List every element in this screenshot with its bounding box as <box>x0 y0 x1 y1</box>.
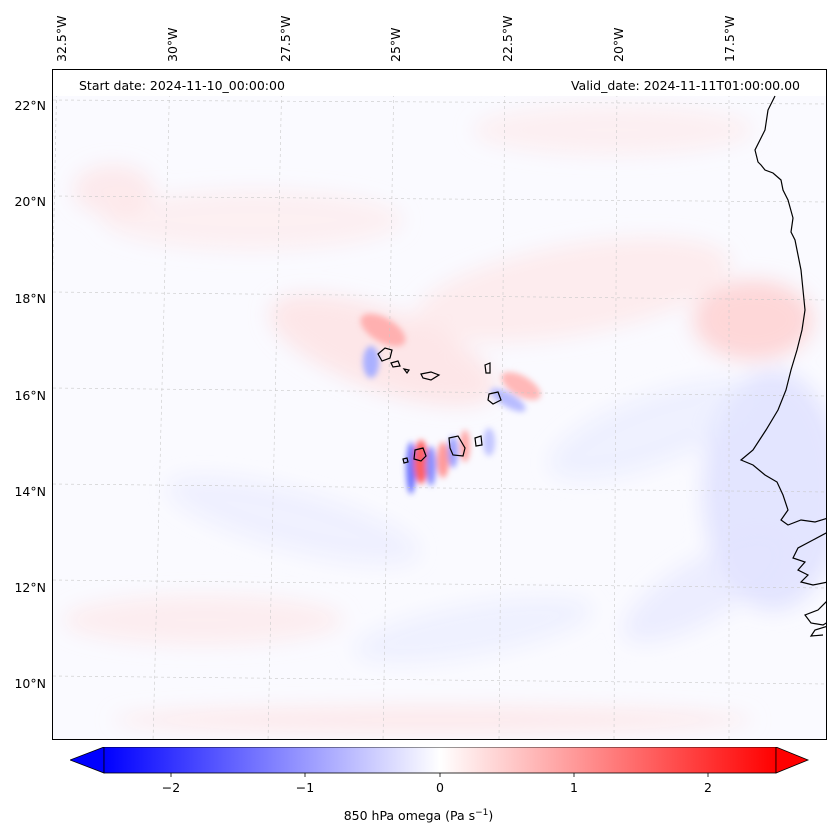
island-maio <box>474 435 483 447</box>
colorbar-tick-marks <box>170 773 709 777</box>
coastline-africa <box>739 95 826 526</box>
header-band <box>53 70 826 96</box>
lat-label-14n: 14°N <box>14 484 46 499</box>
colorbar-extend-high <box>775 747 810 774</box>
lon-label-17-5w: 17.5°W <box>722 15 737 62</box>
lon-label-30w: 30°W <box>165 27 180 62</box>
lat-label-22n: 22°N <box>14 98 46 113</box>
colorbar-tick-2: 2 <box>704 780 712 795</box>
cape-verde-islands <box>377 347 502 464</box>
lon-label-32-5w: 32.5°W <box>54 15 69 62</box>
colorbar-title-exponent: −1 <box>475 808 489 818</box>
omega-field-map <box>53 70 826 739</box>
island-sao-nicolau <box>420 371 441 381</box>
map-panel[interactable]: Start date: 2024-11-10_00:00:00 Valid_da… <box>52 69 827 740</box>
colorbar-title: 850 hPa omega (Pa s−1) <box>0 808 837 823</box>
colorbar-extend-low <box>70 747 105 774</box>
lon-label-22-5w: 22.5°W <box>500 15 515 62</box>
island-santa-luzia <box>402 368 410 375</box>
lat-label-18n: 18°N <box>14 291 46 306</box>
colorbar-tick-0: 0 <box>436 780 444 795</box>
colorbar-title-close: ) <box>488 808 494 824</box>
island-sal <box>484 362 491 374</box>
lat-label-12n: 12°N <box>14 580 46 595</box>
lat-label-10n: 10°N <box>14 676 46 691</box>
island-brava <box>402 457 409 464</box>
valid-date-label: Valid_date: 2024-11-11T01:00:00.00 <box>570 78 800 93</box>
lat-label-16n: 16°N <box>14 388 46 403</box>
start-date-label: Start date: 2024-11-10_00:00:00 <box>79 78 285 93</box>
omega-field-patches <box>63 105 826 734</box>
colorbar-title-text: 850 hPa omega (Pa s <box>343 808 476 824</box>
colorbar <box>70 747 810 777</box>
island-fogo <box>413 447 427 462</box>
island-sao-vicente <box>390 360 401 368</box>
graticule <box>53 70 826 739</box>
island-wave-patterns <box>360 313 541 494</box>
colorbar-tick-minus1: −1 <box>295 780 315 795</box>
island-santiago <box>448 435 466 457</box>
island-boa-vista <box>487 391 502 405</box>
colorbar-tick-minus2: −2 <box>161 780 181 795</box>
lon-label-25w: 25°W <box>388 27 403 62</box>
colorbar-tick-1: 1 <box>570 780 578 795</box>
colorbar-gradient <box>103 747 777 774</box>
lon-label-20w: 20°W <box>611 27 626 62</box>
island-santo-antao <box>377 347 393 362</box>
lon-label-27-5w: 27.5°W <box>278 15 293 62</box>
lat-label-20n: 20°N <box>14 194 46 209</box>
coastline-africa-south <box>792 532 826 637</box>
